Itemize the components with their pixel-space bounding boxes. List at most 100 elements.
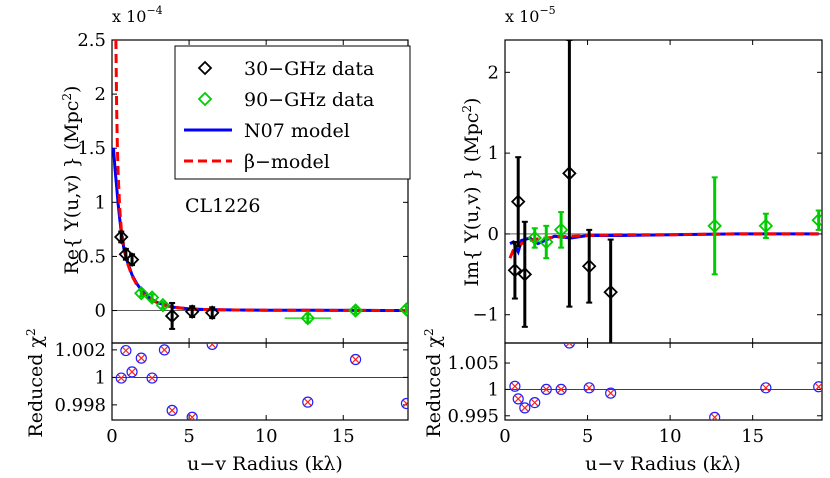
re-chi2-x-tick-label: 15 xyxy=(332,426,355,447)
re-beta-model-line xyxy=(114,40,405,312)
re-y-tick-label: 1 xyxy=(95,192,106,213)
im-chi2-y-tick-label: 1.005 xyxy=(447,353,499,374)
re-chi2-y-tick-label: 1 xyxy=(95,367,106,388)
im-chi2-point-circle xyxy=(512,393,524,405)
im-chi2-point-circle xyxy=(563,343,575,349)
re-chi2-point-circle xyxy=(302,396,314,408)
right-x-axis-label: u−v Radius (kλ) xyxy=(585,453,741,475)
re-90ghz-point xyxy=(300,310,316,326)
re-30ghz-point xyxy=(124,252,140,267)
re-chi2-y-tick-label: 1.002 xyxy=(54,340,106,361)
re-chi2-x-tick-label: 5 xyxy=(183,426,194,447)
re-chi2-point-cross xyxy=(351,355,360,364)
im-90ghz-point xyxy=(707,218,722,234)
im-chi2-point-cross xyxy=(607,389,615,397)
im-chi2-point-circle xyxy=(555,383,567,396)
re-chi2-axes-frame xyxy=(111,342,409,421)
im-reduced-chi2-panel: 0.995 1 1.005 0 5 10 15 xyxy=(447,342,823,447)
re-30ghz-point xyxy=(204,305,220,320)
im-chi2-plot-area xyxy=(505,343,822,420)
re-y-tick-label: 2 xyxy=(95,84,106,105)
re-chi2-point-circle xyxy=(135,352,147,364)
im-chi2-point-cross xyxy=(542,385,550,394)
re-chi2-point-cross xyxy=(128,368,136,376)
re-chi2-point-circle xyxy=(120,344,132,357)
im-chi2-point-cross xyxy=(511,382,519,390)
re-chi2-point-circle xyxy=(400,397,408,410)
im-90ghz-point xyxy=(539,234,554,250)
im-chi2-point-cross xyxy=(514,395,522,403)
im-30ghz-point xyxy=(603,284,618,300)
re-chi2-point-cross xyxy=(122,346,130,355)
im-30ghz-point xyxy=(517,267,533,282)
re-chi2-y-axis-label: Reduced χ2 xyxy=(24,328,47,437)
re-chi2-point-cross xyxy=(402,399,408,408)
left-x-axis-label: u−v Radius (kλ) xyxy=(187,453,343,475)
im-30ghz-point xyxy=(510,194,526,209)
legend-label: 90−GHz data xyxy=(244,89,374,111)
re-90ghz-point xyxy=(144,290,160,305)
re-chi2-point-circle xyxy=(186,411,198,420)
im-chi2-point-cross xyxy=(585,384,593,392)
im-30ghz-point xyxy=(507,263,523,278)
re-chi2-point-cross xyxy=(137,354,145,362)
im-chi2-x-tick-label: 10 xyxy=(659,426,682,447)
re-chi2-point-cross xyxy=(148,374,156,382)
im-chi2-point-cross xyxy=(815,383,822,391)
im-90ghz-point xyxy=(527,230,542,246)
re-chi2-plot-area xyxy=(112,343,408,420)
re-scale-factor: x 10−4 xyxy=(112,4,163,26)
im-chi2-point-circle xyxy=(760,382,772,394)
im-chi2-x-tick-label: 15 xyxy=(741,426,764,447)
im-chi2-y-axis-label: Reduced χ2 xyxy=(422,328,445,437)
re-chi2-point-cross xyxy=(188,413,196,420)
re-y-tick-label: 2.5 xyxy=(77,30,106,51)
im-chi2-point-cross xyxy=(762,384,770,392)
re-chi2-point-cross xyxy=(117,374,125,382)
re-chi2-x-tick-label: 10 xyxy=(255,426,278,447)
re-reduced-chi2-panel: 0.998 1 1.002 0 5 10 15 xyxy=(54,340,409,447)
im-chi2-point-circle xyxy=(540,383,552,396)
im-90ghz-point xyxy=(553,222,569,238)
re-90ghz-point xyxy=(134,285,149,301)
im-y-tick-label: 2 xyxy=(488,62,499,83)
im-chi2-point-circle xyxy=(813,381,822,393)
im-chi2-x-tick-label: 0 xyxy=(499,426,510,447)
im-chi2-point-circle xyxy=(519,402,531,414)
im-scale-factor: x 10−5 xyxy=(505,4,556,26)
im-90ghz-point xyxy=(811,212,822,228)
re-90ghz-point xyxy=(155,297,171,313)
re-chi2-point-circle xyxy=(349,353,362,366)
legend-label: N07 model xyxy=(244,120,350,142)
re-30ghz-point xyxy=(184,304,200,319)
im-chi2-y-tick-label: 1 xyxy=(488,379,499,400)
im-chi2-point-cross xyxy=(531,398,539,407)
im-chi2-point-circle xyxy=(583,382,595,394)
im-chi2-point-circle xyxy=(529,396,541,409)
im-chi2-point-circle xyxy=(605,387,617,399)
re-chi2-point-cross xyxy=(304,398,312,406)
im-chi2-point-cross xyxy=(565,343,574,347)
re-chi2-point-circle xyxy=(115,372,127,384)
re-chi2-point-circle xyxy=(206,343,218,350)
im-30ghz-point xyxy=(581,258,597,274)
im-30ghz-point xyxy=(562,166,577,181)
im-chi2-point-circle xyxy=(709,411,721,420)
re-chi2-point-cross xyxy=(168,406,176,414)
re-chi2-point-circle xyxy=(146,372,158,384)
re-30ghz-point xyxy=(164,308,180,324)
im-chi2-point-circle xyxy=(509,380,521,392)
legend-label: β−model xyxy=(244,151,330,173)
cluster-annotation: CL1226 xyxy=(185,195,261,217)
re-chi2-point-circle xyxy=(126,366,138,378)
im-chi2-x-tick-label: 5 xyxy=(582,426,593,447)
im-y-tick-label: −1 xyxy=(472,305,499,326)
re-chi2-x-tick-label: 0 xyxy=(106,426,117,447)
re-y-tick-label: 1.5 xyxy=(77,138,106,159)
im-90ghz-point xyxy=(758,218,774,234)
re-90ghz-point xyxy=(348,303,363,318)
re-y-tick-label: 0 xyxy=(95,301,106,322)
im-chi2-point-cross xyxy=(711,413,719,420)
